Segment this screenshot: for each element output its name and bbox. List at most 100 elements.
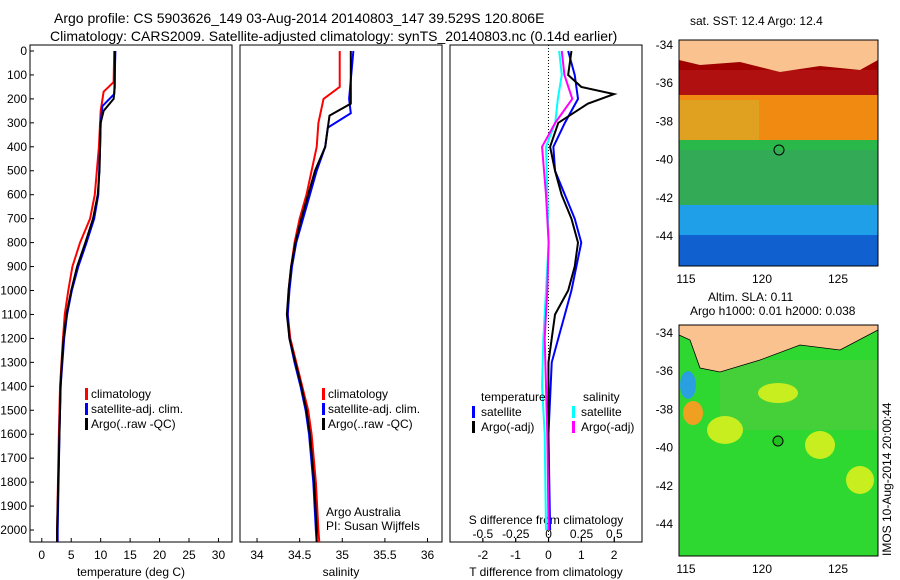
differences-xtick-label: -2	[477, 548, 488, 562]
sla-map-title1: Altim. SLA: 0.11	[708, 290, 794, 304]
map-lat-label: -36	[656, 76, 674, 90]
depth-tick-label: 600	[7, 188, 27, 202]
map-lat-label: -38	[656, 402, 674, 416]
s-diff-tick-label: -0.25	[502, 527, 530, 541]
legend-swatch	[572, 421, 575, 433]
legend-swatch	[472, 406, 475, 418]
legend-swatch	[85, 388, 88, 400]
depth-tick-label: 2000	[0, 523, 27, 537]
map-lon-label: 125	[828, 272, 848, 286]
sla-map	[678, 324, 879, 557]
credit-text: PI: Susan Wijffels	[326, 519, 420, 533]
s-diff-tick-label: 0.25	[570, 527, 594, 541]
differences-series-t-satellite	[547, 50, 583, 531]
temperature-xtick-label: 20	[153, 548, 167, 562]
depth-tick-label: 300	[7, 116, 27, 130]
depth-tick-label: 700	[7, 212, 27, 226]
depth-tick-label: 1500	[0, 403, 27, 417]
differences-xtick-label: 1	[578, 548, 585, 562]
map-lon-label: 125	[828, 562, 848, 576]
map-lon-label: 120	[752, 562, 772, 576]
s-diff-tick-label: 0.5	[606, 527, 623, 541]
temperature-xtick-label: 30	[212, 548, 226, 562]
depth-tick-label: 400	[7, 140, 27, 154]
legend-label: Argo(..raw -QC)	[328, 417, 413, 431]
map-lat-label: -44	[656, 229, 674, 243]
map-lat-label: -40	[656, 441, 674, 455]
legend-swatch	[85, 418, 88, 430]
map-lon-label: 115	[676, 272, 695, 286]
legend-head-temperature: temperature	[481, 390, 546, 404]
depth-tick-label: 1300	[0, 355, 27, 369]
sla-map-title2: Argo h1000: 0.01 h2000: 0.038	[690, 304, 856, 318]
legend-head-salinity: salinity	[583, 390, 620, 404]
differences-xtick-label: 0	[545, 548, 552, 562]
sst-map	[678, 39, 879, 267]
legend-label: satellite-adj. clim.	[91, 402, 183, 416]
temperature-xtick-label: 5	[68, 548, 75, 562]
salinity-xtick-label: 35.5	[373, 548, 397, 562]
map-lat-label: -34	[656, 326, 674, 340]
depth-tick-label: 100	[7, 68, 27, 82]
depth-tick-label: 200	[7, 92, 27, 106]
depth-tick-label: 1400	[0, 379, 27, 393]
legend-label: satellite	[481, 405, 522, 419]
legend-label: Argo(-adj)	[581, 420, 634, 434]
depth-tick-label: 1000	[0, 284, 27, 298]
legend-swatch	[472, 421, 475, 433]
map-lon-label: 120	[752, 272, 772, 286]
differences-series-s-argo-adj-	[541, 50, 574, 531]
legend-swatch	[322, 418, 325, 430]
salinity-axes-frame	[239, 44, 443, 543]
map-lat-label: -34	[656, 38, 674, 52]
map-lat-label: -42	[656, 191, 674, 205]
temperature-series-argo-raw-qc-	[56, 50, 116, 542]
salinity-series-argo-raw-qc-	[285, 50, 352, 542]
depth-tick-label: 0	[20, 44, 27, 58]
legend-label: climatology	[91, 387, 151, 401]
legend-label: climatology	[328, 387, 388, 401]
imos-timestamp: IMOS 10-Aug-2014 20:00:44	[880, 402, 894, 556]
depth-tick-label: 1700	[0, 451, 27, 465]
map-lat-label: -36	[656, 364, 674, 378]
salinity-xtick-label: 34.5	[288, 548, 312, 562]
legend-swatch	[572, 406, 575, 418]
depth-tick-label: 1100	[1, 307, 27, 321]
salinity-xtick-label: 34	[250, 548, 264, 562]
depth-tick-label: 1800	[0, 475, 27, 489]
depth-tick-label: 500	[7, 164, 27, 178]
map-lat-label: -38	[656, 114, 674, 128]
legend-label: satellite	[581, 405, 622, 419]
map-lat-label: -42	[656, 479, 674, 493]
legend-swatch	[322, 403, 325, 415]
map-lat-label: -40	[656, 153, 674, 167]
temperature-xlabel: temperature (deg C)	[77, 565, 185, 579]
temperature-axes-frame	[29, 44, 233, 543]
differences-xtick-label: -1	[510, 548, 521, 562]
legend-label: Argo(..raw -QC)	[91, 417, 176, 431]
temperature-xtick-label: 10	[94, 548, 108, 562]
differences-xlabel: T difference from climatology	[469, 565, 623, 579]
legend-label: satellite-adj. clim.	[328, 402, 420, 416]
differences-series-t-argo-adj-	[547, 50, 618, 531]
salinity-xtick-label: 35	[336, 548, 350, 562]
depth-tick-label: 1200	[0, 331, 27, 345]
s-diff-tick-label: 0	[545, 527, 552, 541]
credit-text: Argo Australia	[326, 505, 401, 519]
legend-label: Argo(-adj)	[481, 420, 534, 434]
figure-title-line1: Argo profile: CS 5903626_149 03-Aug-2014…	[54, 10, 545, 26]
sst-map-title: sat. SST: 12.4 Argo: 12.4	[690, 14, 823, 28]
depth-tick-label: 800	[7, 236, 27, 250]
depth-tick-label: 900	[7, 260, 27, 274]
figure-title-line2: Climatology: CARS2009. Satellite-adjuste…	[50, 28, 618, 44]
legend-swatch	[85, 403, 88, 415]
temperature-xtick-label: 15	[123, 548, 137, 562]
salinity-xlabel: salinity	[323, 565, 360, 579]
map-lat-label: -44	[656, 517, 674, 531]
salinity-xtick-label: 36	[421, 548, 435, 562]
legend-swatch	[322, 388, 325, 400]
s-diff-tick-label: -0.5	[473, 527, 494, 541]
differences-xtick-label: 2	[611, 548, 618, 562]
